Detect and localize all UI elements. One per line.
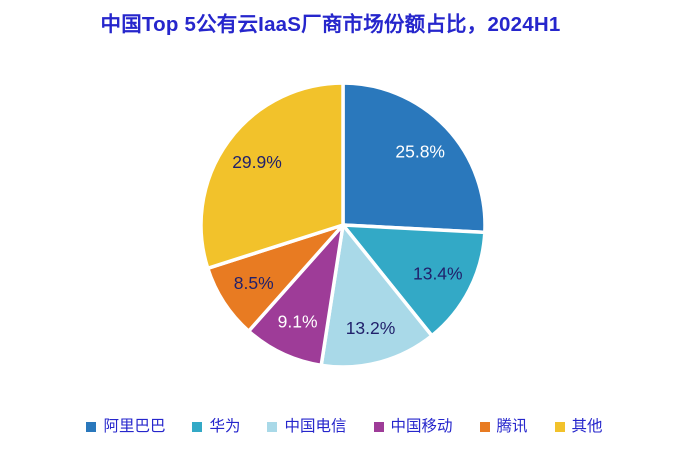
chart-legend: 阿里巴巴 华为 中国电信 中国移动 腾讯 其他 bbox=[0, 419, 689, 435]
legend-swatch-china-telecom bbox=[267, 421, 278, 432]
pie-slice-1 bbox=[341, 81, 487, 235]
legend-label-china-mobile: 中国移动 bbox=[390, 418, 453, 435]
legend-item-huawei: 华为 bbox=[192, 419, 240, 435]
legend-label-others: 其他 bbox=[571, 418, 603, 435]
legend-label-china-telecom: 中国电信 bbox=[284, 418, 347, 435]
legend-swatch-huawei bbox=[192, 421, 203, 432]
legend-swatch-china-mobile bbox=[373, 421, 384, 432]
pie-slice-label-4: 9.1% bbox=[278, 311, 318, 331]
legend-label-alibaba: 阿里巴巴 bbox=[103, 418, 166, 435]
pie-slice-label-5: 8.5% bbox=[234, 273, 274, 293]
legend-item-others: 其他 bbox=[554, 418, 603, 435]
pie-slice-label-3: 13.2% bbox=[346, 318, 396, 338]
legend-label-tencent: 腾讯 bbox=[496, 418, 528, 435]
legend-item-alibaba: 阿里巴巴 bbox=[86, 419, 165, 435]
pie-slice-2 bbox=[341, 223, 487, 338]
legend-item-china-mobile: 中国移动 bbox=[373, 418, 453, 435]
chart-title: 中国Top 5公有云IaaS厂商市场份额占比，2024H1 bbox=[100, 13, 561, 36]
pie-slice-label-6: 29.9% bbox=[232, 152, 282, 172]
pie-slice-6 bbox=[199, 81, 345, 271]
pie-chart: 25.8% 13.4% 13.2% 9.1%8.5% 29.9% bbox=[199, 81, 487, 369]
legend-item-tencent: 腾讯 bbox=[479, 418, 528, 435]
legend-swatch-others bbox=[554, 421, 565, 432]
legend-item-china-telecom: 中国电信 bbox=[267, 418, 347, 435]
legend-swatch-tencent bbox=[479, 421, 490, 432]
legend-swatch-alibaba bbox=[86, 421, 97, 432]
pie-slice-label-2: 13.4% bbox=[413, 264, 463, 284]
pie-slice-3 bbox=[319, 223, 434, 369]
legend-label-huawei: 华为 bbox=[209, 418, 241, 435]
pie-slice-label-1: 25.8% bbox=[395, 142, 445, 162]
